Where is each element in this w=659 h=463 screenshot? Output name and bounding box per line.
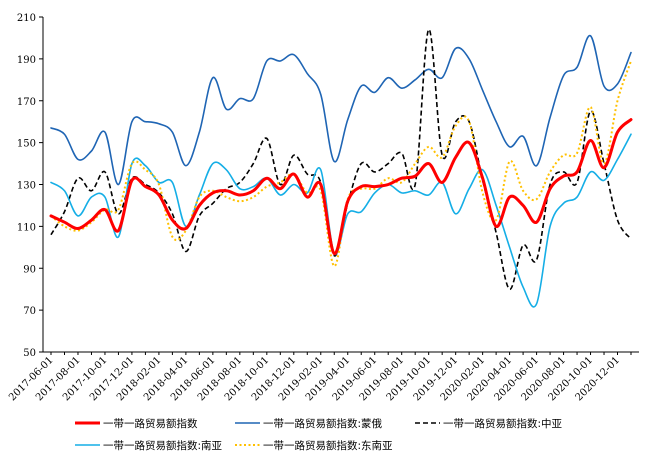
y-tick-label: 50 bbox=[23, 348, 36, 359]
y-tick-label: 150 bbox=[17, 139, 36, 150]
y-tick-label: 210 bbox=[17, 13, 36, 24]
legend-label-2: 一带一路贸易额指数:中亚 bbox=[443, 417, 563, 430]
legend-label-1: 一带一路贸易额指数:蒙俄 bbox=[263, 417, 383, 430]
series-line-2 bbox=[50, 28, 632, 290]
legend-label-3: 一带一路贸易额指数:南亚 bbox=[103, 439, 223, 452]
y-tick-label: 190 bbox=[17, 55, 36, 66]
series-line-4 bbox=[50, 60, 632, 268]
legend-label-4: 一带一路贸易额指数:东南亚 bbox=[263, 439, 393, 452]
series-line-1 bbox=[50, 35, 632, 186]
y-tick-label: 90 bbox=[23, 264, 36, 275]
y-tick-label: 130 bbox=[17, 181, 36, 192]
y-tick-label: 70 bbox=[23, 306, 36, 317]
series-line-3 bbox=[50, 133, 632, 308]
legend: 一带一路贸易额指数 一带一路贸易额指数:蒙俄 一带一路贸易额指数:中亚一带一路贸易额… bbox=[75, 417, 563, 452]
series-line-0 bbox=[49, 118, 633, 256]
y-tick-label: 170 bbox=[17, 97, 36, 108]
legend-label-0: 一带一路贸易额指数 bbox=[103, 417, 198, 430]
y-tick-label: 110 bbox=[17, 222, 36, 233]
series-layer bbox=[49, 28, 633, 308]
